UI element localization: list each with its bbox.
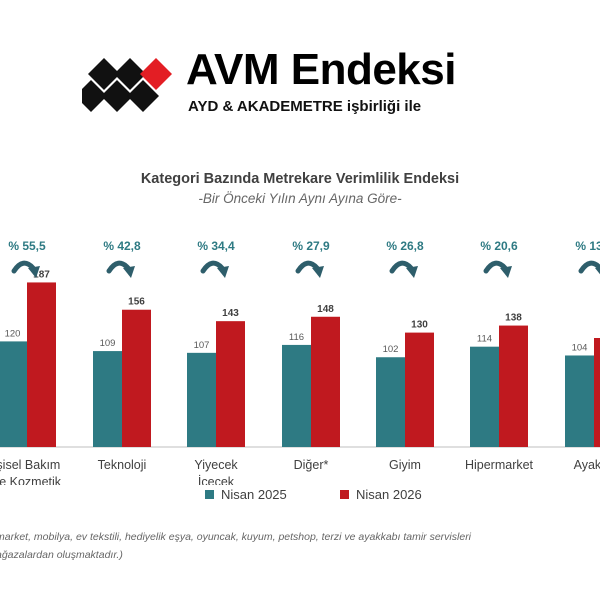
logo-diamonds-icon — [82, 58, 172, 112]
category-label: Yiyecek — [194, 458, 238, 472]
bar-2026 — [27, 282, 56, 447]
data-label: 156 — [128, 297, 145, 308]
data-label: 138 — [505, 313, 522, 324]
growth-arrow-icon — [295, 260, 320, 274]
footnote-line-1: market, mobilya, ev tekstili, hediyelik … — [0, 531, 472, 543]
legend-label-2026: Nisan 2026 — [356, 487, 422, 502]
growth-arrow-icon — [106, 260, 131, 274]
legend-item-2026: Nisan 2026 — [340, 487, 422, 502]
category-label: Giyim — [389, 458, 421, 472]
bar-2026 — [405, 332, 434, 447]
change-label: % 55,5 — [8, 239, 46, 253]
bar-2026 — [499, 325, 528, 447]
avm-endeksi-logo: AVM Endeksi AYD & AKADEMETRE işbirliği i… — [82, 46, 482, 121]
brand-title: AVM Endeksi — [186, 45, 456, 94]
category-label: Teknoloji — [98, 458, 147, 472]
bar-2026 — [311, 316, 340, 447]
growth-arrow-icon — [578, 260, 600, 274]
data-label: 107 — [194, 340, 210, 351]
bar-2026 — [216, 321, 245, 447]
growth-arrow-head-icon — [217, 266, 229, 278]
chart-title: Kategori Bazında Metrekare Verimlilik En… — [140, 171, 460, 187]
footnote-line-2: ağazalardan oluşmaktadır.) — [0, 549, 123, 561]
data-label: 104 — [572, 342, 588, 353]
bar-2025 — [470, 346, 499, 447]
data-label: 114 — [477, 334, 492, 345]
data-label: 120 — [5, 328, 21, 339]
category-label: Hipermarket — [465, 458, 534, 472]
growth-arrow-head-icon — [28, 266, 40, 278]
data-label: 143 — [222, 308, 239, 319]
bar-2025 — [93, 351, 122, 447]
data-label: 102 — [383, 344, 399, 355]
change-label: % 13,3 — [575, 239, 600, 253]
growth-arrow-head-icon — [500, 266, 512, 278]
data-label: 116 — [289, 332, 304, 343]
bar-2026-partial — [594, 338, 600, 447]
growth-arrow-icon — [389, 260, 414, 274]
data-label: 130 — [411, 320, 428, 331]
legend-swatch-2026 — [340, 490, 349, 499]
category-label: ve Kozmetik — [0, 475, 62, 485]
bar-2025 — [376, 357, 405, 447]
category-label: Diğer* — [294, 458, 329, 472]
bar-chart: 120 187 işisel Bakım ve Kozmetik % 55,5 109 15… — [0, 239, 600, 485]
growth-arrow-head-icon — [123, 266, 135, 278]
category-label: işisel Bakım — [0, 458, 60, 472]
change-label: % 20,6 — [480, 239, 518, 253]
change-label: % 42,8 — [103, 239, 141, 253]
change-label: % 34,4 — [197, 239, 235, 253]
growth-arrow-icon — [11, 260, 36, 274]
legend-item-2025: Nisan 2025 — [205, 487, 287, 502]
brand-subtitle: AYD & AKADEMETRE işbirliği ile — [188, 98, 422, 115]
change-label: % 27,9 — [292, 239, 330, 253]
bar-2025 — [0, 341, 27, 447]
data-label: 109 — [100, 338, 116, 349]
growth-arrow-icon — [483, 260, 508, 274]
growth-arrow-icon — [200, 260, 225, 274]
growth-arrow-head-icon — [406, 266, 418, 278]
growth-arrow-head-icon — [312, 266, 324, 278]
growth-arrow-head-icon — [595, 267, 600, 275]
change-label: % 26,8 — [386, 239, 424, 253]
chart-subtitle: -Bir Önceki Yılın Aynı Ayına Göre- — [198, 191, 402, 206]
data-label: 148 — [317, 304, 334, 315]
bar-2026 — [122, 309, 151, 447]
data-label: 187 — [33, 269, 50, 280]
bar-2025 — [187, 352, 216, 447]
bar-2025 — [565, 355, 594, 447]
category-label: İçecek — [198, 475, 235, 485]
category-label: Ayakka — [574, 458, 600, 472]
legend-swatch-2025 — [205, 490, 214, 499]
bar-2025 — [282, 344, 311, 447]
legend-label-2025: Nisan 2025 — [221, 487, 287, 502]
footnote: market, mobilya, ev tekstili, hediyelik … — [0, 528, 600, 564]
